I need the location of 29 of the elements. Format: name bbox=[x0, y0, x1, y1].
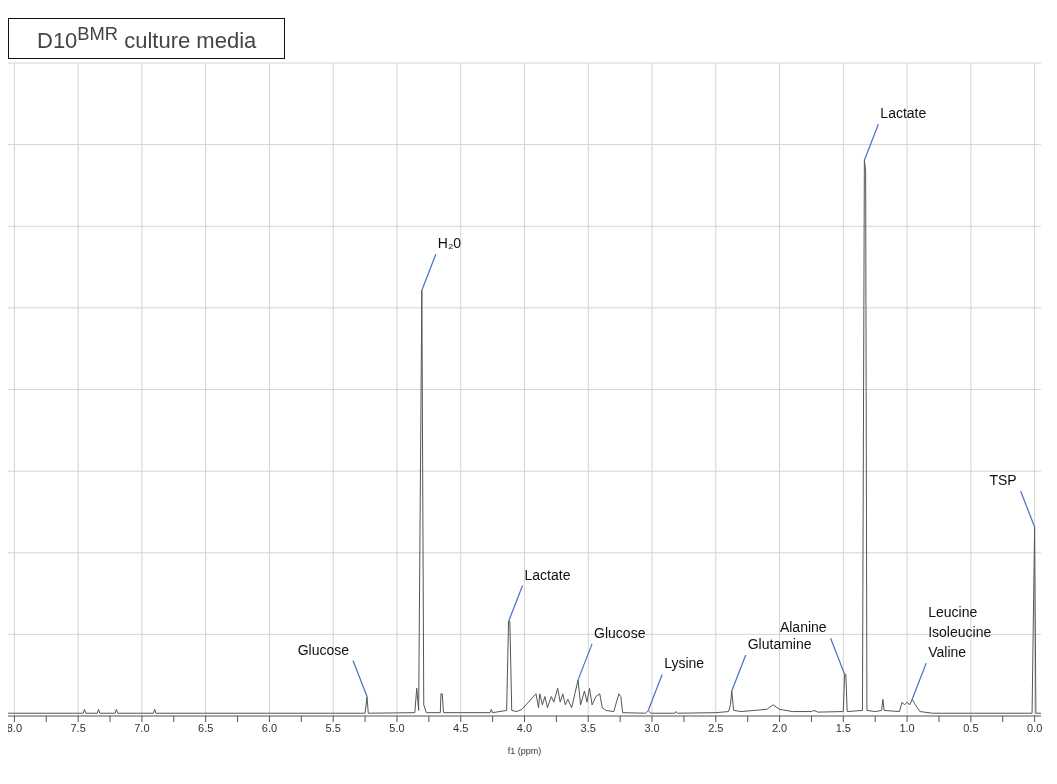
x-tick-label: 4.5 bbox=[453, 721, 469, 734]
x-tick-label: 0.0 bbox=[1026, 721, 1043, 734]
annotation: Lactate bbox=[880, 105, 927, 122]
annotation: TSP bbox=[989, 472, 1017, 489]
chart-title: D10$^{BMR}$ culture media bbox=[8, 18, 286, 60]
x-tick-label: 6.5 bbox=[198, 721, 214, 734]
x-tick-label: 5.5 bbox=[325, 721, 341, 734]
x-axis-title: f1 (ppm) bbox=[507, 746, 542, 756]
x-tick-label: 7.5 bbox=[70, 721, 86, 734]
x-tick-label: 7.0 bbox=[134, 721, 150, 734]
x-tick-label: 3.0 bbox=[644, 721, 660, 734]
x-tick-label: 1.0 bbox=[899, 721, 915, 734]
x-tick-label: 3.5 bbox=[580, 721, 596, 734]
x-tick-label: 0.5 bbox=[963, 721, 979, 734]
x-tick-label: 2.5 bbox=[708, 721, 724, 734]
annotation: Glucose bbox=[594, 624, 646, 641]
annotation: Glutamine bbox=[747, 635, 812, 652]
annotation: Leucine Isoleucine Valine bbox=[928, 604, 992, 661]
annotation: H₂0 bbox=[437, 235, 462, 252]
annotation: Lysine bbox=[664, 655, 705, 672]
annotation: Alanine bbox=[779, 619, 827, 636]
annotation: Lactate bbox=[524, 566, 571, 583]
x-tick-label: 2.0 bbox=[771, 721, 788, 734]
x-tick-label: 4.0 bbox=[516, 721, 533, 734]
annotation: Glucose bbox=[297, 641, 350, 658]
x-tick-label: 6.0 bbox=[261, 721, 278, 734]
x-tick-label: 8.0 bbox=[6, 721, 23, 734]
x-tick-label: 1.5 bbox=[835, 721, 851, 734]
x-tick-label: 5.0 bbox=[389, 721, 405, 734]
